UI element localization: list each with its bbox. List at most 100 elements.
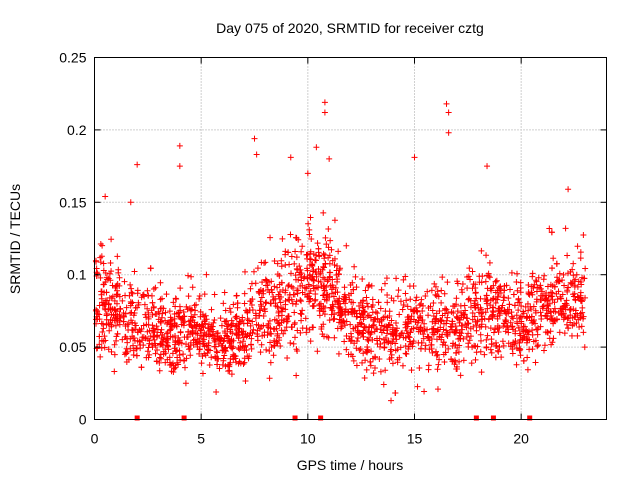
data-point: [228, 344, 235, 351]
data-point: [321, 276, 328, 283]
data-point: [113, 287, 120, 294]
data-point: [289, 324, 296, 331]
data-point: [456, 342, 463, 349]
data-point: [377, 340, 384, 347]
data-point: [342, 306, 349, 313]
data-point: [331, 217, 338, 224]
data-point: [226, 361, 233, 368]
data-point: [353, 284, 360, 291]
data-point: [313, 273, 320, 280]
data-point: [166, 308, 173, 315]
data-point: [550, 320, 557, 327]
data-point: [445, 345, 452, 352]
data-point: [217, 315, 224, 322]
data-point: [478, 313, 485, 320]
data-point: [425, 362, 432, 369]
data-point: [402, 273, 409, 280]
data-point: [181, 364, 188, 371]
data-point: [321, 99, 328, 106]
data-point: [272, 300, 279, 307]
data-point: [349, 306, 356, 313]
data-point: [453, 349, 460, 356]
data-point: [156, 367, 163, 374]
data-point: [144, 305, 151, 312]
data-point: [569, 266, 576, 273]
data-point: [575, 316, 582, 323]
data-point: [454, 366, 461, 373]
data-point: [336, 305, 343, 312]
data-point: [358, 320, 365, 327]
data-point: [123, 359, 130, 366]
data-point: [130, 342, 137, 349]
data-point: [335, 309, 342, 316]
data-point: [517, 346, 524, 353]
data-point: [351, 340, 358, 347]
data-point: [488, 349, 495, 356]
data-point: [264, 329, 271, 336]
data-point: [290, 340, 297, 347]
plot-frame: [94, 57, 607, 420]
data-point: [427, 303, 434, 310]
data-point: [256, 288, 263, 295]
data-point: [211, 317, 218, 324]
data-point: [547, 328, 554, 335]
data-point: [127, 199, 134, 206]
data-point: [196, 295, 203, 302]
data-point: [560, 303, 567, 310]
data-point: [221, 352, 228, 359]
data-point: [508, 269, 515, 276]
data-point: [535, 342, 542, 349]
data-point: [262, 308, 269, 315]
data-point: [111, 351, 118, 358]
data-point: [321, 282, 328, 289]
data-point: [404, 314, 411, 321]
data-point: [581, 275, 588, 282]
data-point: [392, 390, 399, 397]
data-point: [526, 336, 533, 343]
data-point: [96, 341, 103, 348]
data-point: [101, 344, 108, 351]
data-point: [183, 341, 190, 348]
data-point: [405, 333, 412, 340]
data-point: [187, 352, 194, 359]
data-point: [579, 309, 586, 316]
data-point: [341, 338, 348, 345]
data-point: [200, 333, 207, 340]
data-point: [146, 340, 153, 347]
data-point: [214, 361, 221, 368]
data-point: [341, 322, 348, 329]
data-point: [399, 306, 406, 313]
data-point: [514, 270, 521, 277]
data-point: [429, 349, 436, 356]
data-point: [342, 311, 349, 318]
data-point: [441, 290, 448, 297]
data-point: [370, 318, 377, 325]
data-point: [518, 303, 525, 310]
data-point: [355, 329, 362, 336]
data-point: [274, 332, 281, 339]
data-point: [389, 324, 396, 331]
data-point: [386, 312, 393, 319]
data-point: [430, 299, 437, 306]
data-point: [115, 269, 122, 276]
data-point: [405, 343, 412, 350]
data-points: [92, 99, 589, 404]
data-point: [266, 347, 273, 354]
data-point: [266, 317, 273, 324]
data-point: [377, 305, 384, 312]
data-point: [472, 318, 479, 325]
x-tick-label: 10: [300, 431, 316, 447]
data-point: [317, 300, 324, 307]
data-point: [393, 331, 400, 338]
data-point: [96, 333, 103, 340]
data-point: [486, 259, 493, 266]
data-point: [343, 242, 350, 249]
data-point: [384, 299, 391, 306]
data-point: [261, 260, 268, 267]
data-point: [406, 283, 413, 290]
data-point: [102, 193, 109, 200]
data-point: [248, 280, 255, 287]
data-point: [382, 367, 389, 374]
data-point: [155, 308, 162, 315]
data-point: [360, 333, 367, 340]
